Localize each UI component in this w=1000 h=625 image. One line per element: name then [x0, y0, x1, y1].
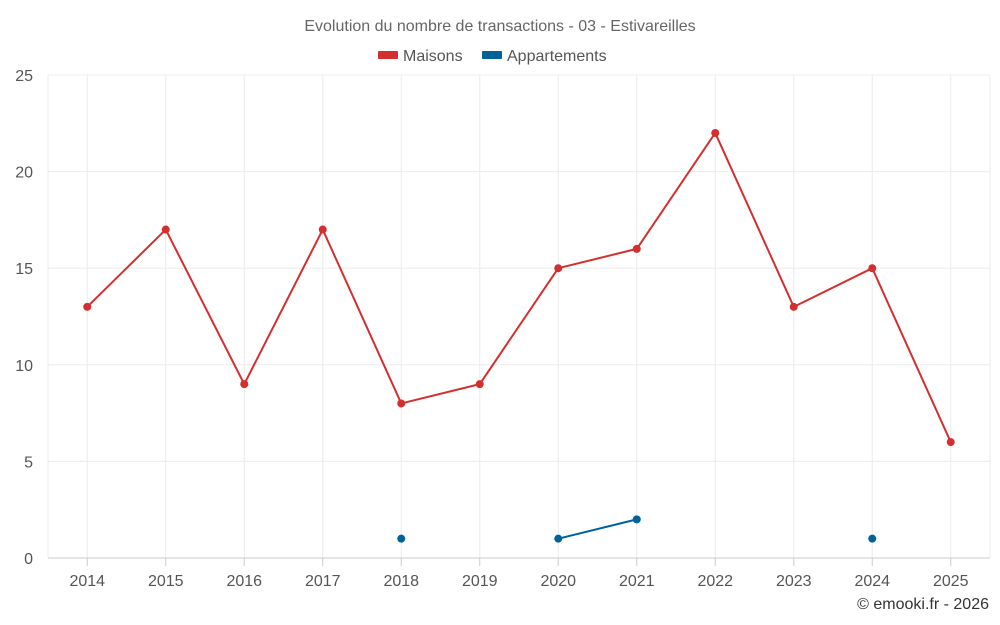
point-maisons-2021[interactable]: [632, 244, 641, 253]
y-tick-label: 0: [24, 551, 33, 568]
y-tick-label: 20: [15, 165, 33, 182]
legend-swatch-maisons: [378, 51, 398, 59]
point-maisons-2016[interactable]: [240, 380, 249, 389]
point-maisons-2018[interactable]: [397, 399, 406, 408]
y-tick-label: 5: [24, 454, 33, 471]
point-maisons-2022[interactable]: [711, 128, 720, 137]
legend: Maisons Appartements: [378, 48, 607, 65]
x-tick-label: 2020: [540, 573, 576, 590]
x-tick-label: 2022: [697, 573, 733, 590]
point-maisons-2023[interactable]: [789, 302, 798, 311]
point-maisons-2019[interactable]: [475, 380, 484, 389]
point-appartements-2018[interactable]: [397, 534, 406, 543]
point-appartements-2024[interactable]: [868, 534, 877, 543]
x-tick-label: 2017: [305, 573, 341, 590]
y-tick-label: 25: [15, 68, 33, 85]
x-tick-label: 2025: [933, 573, 969, 590]
x-tick-label: 2023: [776, 573, 812, 590]
point-maisons-2020[interactable]: [554, 264, 563, 273]
series-group: [83, 128, 955, 543]
legend-item-maisons[interactable]: Maisons: [378, 48, 463, 65]
series-appartements: [397, 515, 877, 543]
x-tick-label: 2014: [69, 573, 105, 590]
series-line-appartements: [558, 518, 637, 540]
credit-text: © emooki.fr - 2026: [857, 596, 989, 613]
chart-title: Evolution du nombre de transactions - 03…: [304, 18, 695, 35]
series-line-maisons: [86, 131, 952, 443]
x-tick-label: 2018: [383, 573, 419, 590]
point-maisons-2014[interactable]: [83, 302, 92, 311]
point-maisons-2025[interactable]: [946, 438, 955, 447]
legend-swatch-appartements: [482, 51, 502, 59]
point-appartements-2020[interactable]: [554, 534, 563, 543]
x-axis: 2014 2015 2016 2017 2018 2019 2020 2021 2022 2023…: [48, 557, 990, 590]
point-maisons-2024[interactable]: [868, 264, 877, 273]
x-tick-label: 2024: [854, 573, 890, 590]
x-tick-label: 2016: [226, 573, 262, 590]
legend-item-appartements[interactable]: Appartements: [482, 48, 607, 65]
point-appartements-2021[interactable]: [632, 515, 641, 524]
y-tick-label: 10: [15, 358, 33, 375]
x-tick-label: 2019: [462, 573, 498, 590]
legend-label-appartements: Appartements: [507, 48, 607, 65]
x-tick-label: 2015: [148, 573, 184, 590]
point-maisons-2015[interactable]: [161, 225, 170, 234]
grid: [47, 74, 991, 558]
x-tick-label: 2021: [619, 573, 655, 590]
legend-label-maisons: Maisons: [403, 48, 463, 65]
series-maisons: [83, 128, 955, 447]
y-tick-label: 15: [15, 261, 33, 278]
y-axis: 0 5 10 15 20 25: [15, 68, 33, 568]
point-maisons-2017[interactable]: [318, 225, 327, 234]
